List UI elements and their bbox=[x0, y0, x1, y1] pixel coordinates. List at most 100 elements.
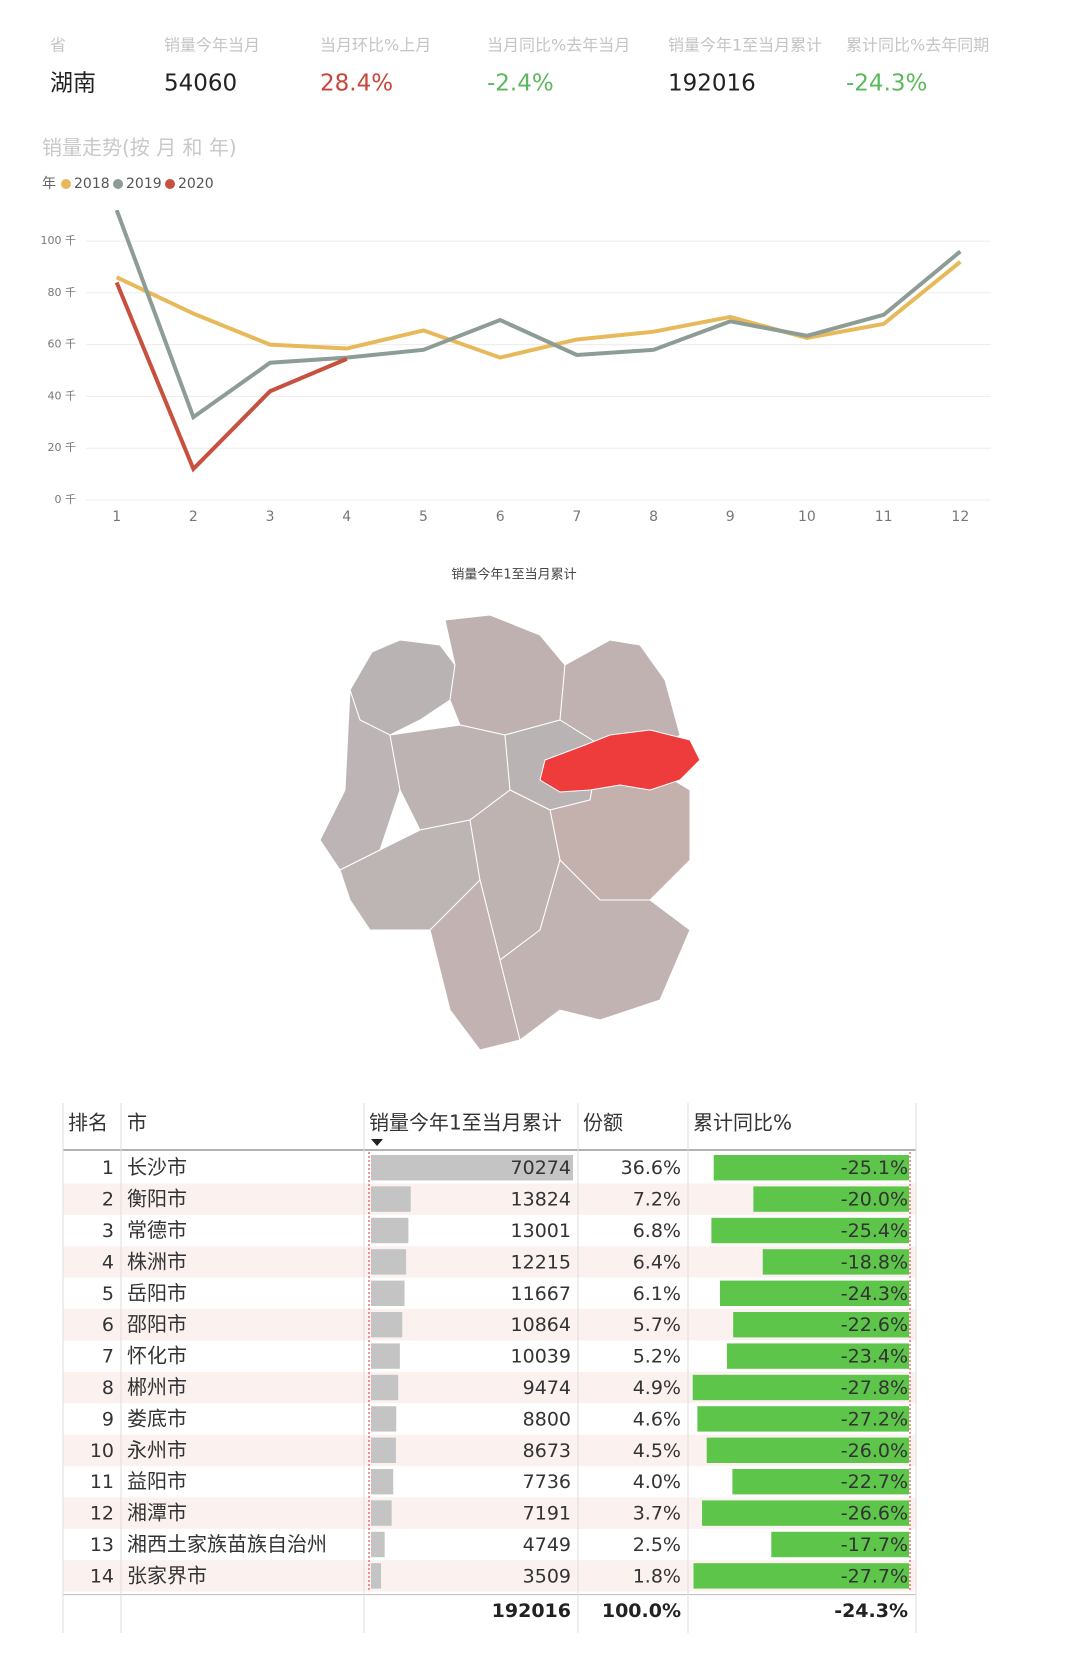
y-tick-label: 40 千 bbox=[48, 389, 77, 402]
sales-bar bbox=[371, 1249, 407, 1275]
rank: 6 bbox=[102, 1314, 114, 1336]
city: 长沙市 bbox=[127, 1155, 187, 1179]
city: 株洲市 bbox=[127, 1249, 187, 1273]
share: 4.0% bbox=[633, 1471, 681, 1493]
share: 6.8% bbox=[633, 1220, 681, 1242]
sales-bar bbox=[371, 1217, 409, 1244]
kpi-label: 销量今年当月 bbox=[164, 36, 260, 55]
yoy: -22.6% bbox=[841, 1314, 908, 1336]
y-tick-label: 0 千 bbox=[55, 493, 77, 506]
city: 邵阳市 bbox=[127, 1312, 187, 1336]
kpi-label: 累计同比%去年同期 bbox=[846, 36, 989, 55]
map bbox=[319, 614, 701, 1051]
y-tick-label: 100 千 bbox=[41, 234, 77, 247]
rank: 7 bbox=[102, 1346, 114, 1368]
sales-bar bbox=[371, 1343, 400, 1369]
yoy: -17.7% bbox=[841, 1534, 908, 1556]
yoy: -25.1% bbox=[841, 1157, 908, 1179]
yoy-bar bbox=[733, 1312, 909, 1338]
sales: 13824 bbox=[511, 1189, 571, 1211]
legend-swatch bbox=[113, 179, 123, 189]
yoy-bar bbox=[771, 1531, 909, 1558]
series-line bbox=[115, 260, 962, 360]
share: 3.7% bbox=[633, 1503, 681, 1525]
total-share: 100.0% bbox=[602, 1600, 681, 1622]
city: 张家界市 bbox=[127, 1563, 207, 1587]
legend-swatch bbox=[165, 179, 175, 189]
city: 益阳市 bbox=[127, 1469, 187, 1493]
sales: 9474 bbox=[523, 1377, 571, 1399]
x-tick-label: 3 bbox=[266, 509, 275, 525]
sales-bar bbox=[371, 1186, 411, 1212]
x-tick-label: 7 bbox=[572, 509, 581, 525]
share: 4.6% bbox=[633, 1408, 681, 1430]
yoy-bar bbox=[719, 1280, 909, 1306]
y-tick-label: 60 千 bbox=[48, 338, 77, 351]
sales-bar bbox=[371, 1437, 396, 1463]
x-tick-label: 9 bbox=[726, 509, 735, 525]
table-header: 排名 bbox=[68, 1111, 108, 1135]
kpi-value: 湖南 bbox=[50, 71, 96, 97]
x-tick-label: 4 bbox=[342, 509, 351, 525]
sales-bar bbox=[371, 1312, 403, 1338]
share: 7.2% bbox=[633, 1189, 681, 1211]
sales: 13001 bbox=[511, 1220, 571, 1242]
table-header: 市 bbox=[127, 1111, 147, 1135]
yoy: -26.0% bbox=[841, 1440, 908, 1462]
x-tick-label: 8 bbox=[649, 509, 658, 525]
legend-title: 年 bbox=[42, 176, 56, 192]
yoy-bar bbox=[753, 1186, 909, 1212]
chart-title: 销量走势(按 月 和 年) bbox=[42, 136, 237, 160]
yoy-bar bbox=[692, 1374, 909, 1401]
sales-bar bbox=[371, 1531, 385, 1558]
yoy: -24.3% bbox=[841, 1283, 908, 1305]
sales: 10864 bbox=[511, 1314, 571, 1336]
city: 湘西土家族苗族自治州 bbox=[127, 1532, 327, 1556]
yoy-bar bbox=[702, 1500, 909, 1526]
sales: 10039 bbox=[511, 1346, 571, 1368]
map-region bbox=[444, 614, 566, 736]
sales-bar bbox=[371, 1155, 573, 1181]
share: 5.7% bbox=[633, 1314, 681, 1336]
x-tick-label: 2 bbox=[189, 509, 198, 525]
map-region bbox=[499, 859, 691, 1041]
yoy-bar bbox=[706, 1437, 909, 1463]
city: 常德市 bbox=[127, 1218, 187, 1242]
sales: 11667 bbox=[511, 1283, 571, 1305]
city: 怀化市 bbox=[127, 1344, 187, 1368]
legend-swatch bbox=[61, 179, 71, 189]
kpi-value: 192016 bbox=[668, 71, 756, 97]
yoy: -22.7% bbox=[841, 1471, 908, 1493]
sales-bar bbox=[371, 1406, 397, 1432]
x-tick-label: 6 bbox=[496, 509, 505, 525]
yoy: -27.7% bbox=[841, 1565, 908, 1587]
yoy: -25.4% bbox=[841, 1220, 908, 1242]
city: 郴州市 bbox=[127, 1375, 187, 1399]
yoy-bar bbox=[726, 1343, 909, 1369]
city: 岳阳市 bbox=[127, 1281, 187, 1305]
y-tick-label: 20 千 bbox=[48, 441, 77, 454]
share: 1.8% bbox=[633, 1565, 681, 1587]
kpi-value: 54060 bbox=[164, 71, 237, 97]
sales-bar bbox=[371, 1469, 394, 1495]
kpi-value: 28.4% bbox=[320, 71, 393, 97]
legend-label: 2020 bbox=[178, 176, 214, 192]
sales-bar bbox=[371, 1563, 382, 1589]
kpi-label: 当月同比%去年当月 bbox=[487, 36, 630, 55]
yoy: -27.8% bbox=[841, 1377, 908, 1399]
share: 5.2% bbox=[633, 1346, 681, 1368]
sales: 7736 bbox=[523, 1471, 571, 1493]
yoy: -27.2% bbox=[841, 1408, 908, 1430]
sales: 3509 bbox=[523, 1565, 571, 1587]
share: 4.9% bbox=[633, 1377, 681, 1399]
x-tick-label: 12 bbox=[951, 509, 969, 525]
legend-label: 2019 bbox=[126, 176, 162, 192]
table-header: 份额 bbox=[583, 1111, 623, 1135]
rank: 14 bbox=[90, 1565, 114, 1587]
series-line bbox=[114, 210, 962, 421]
table-header: 累计同比% bbox=[693, 1111, 792, 1135]
kpi-value: -24.3% bbox=[846, 71, 927, 97]
kpi-label: 当月环比%上月 bbox=[320, 36, 431, 55]
